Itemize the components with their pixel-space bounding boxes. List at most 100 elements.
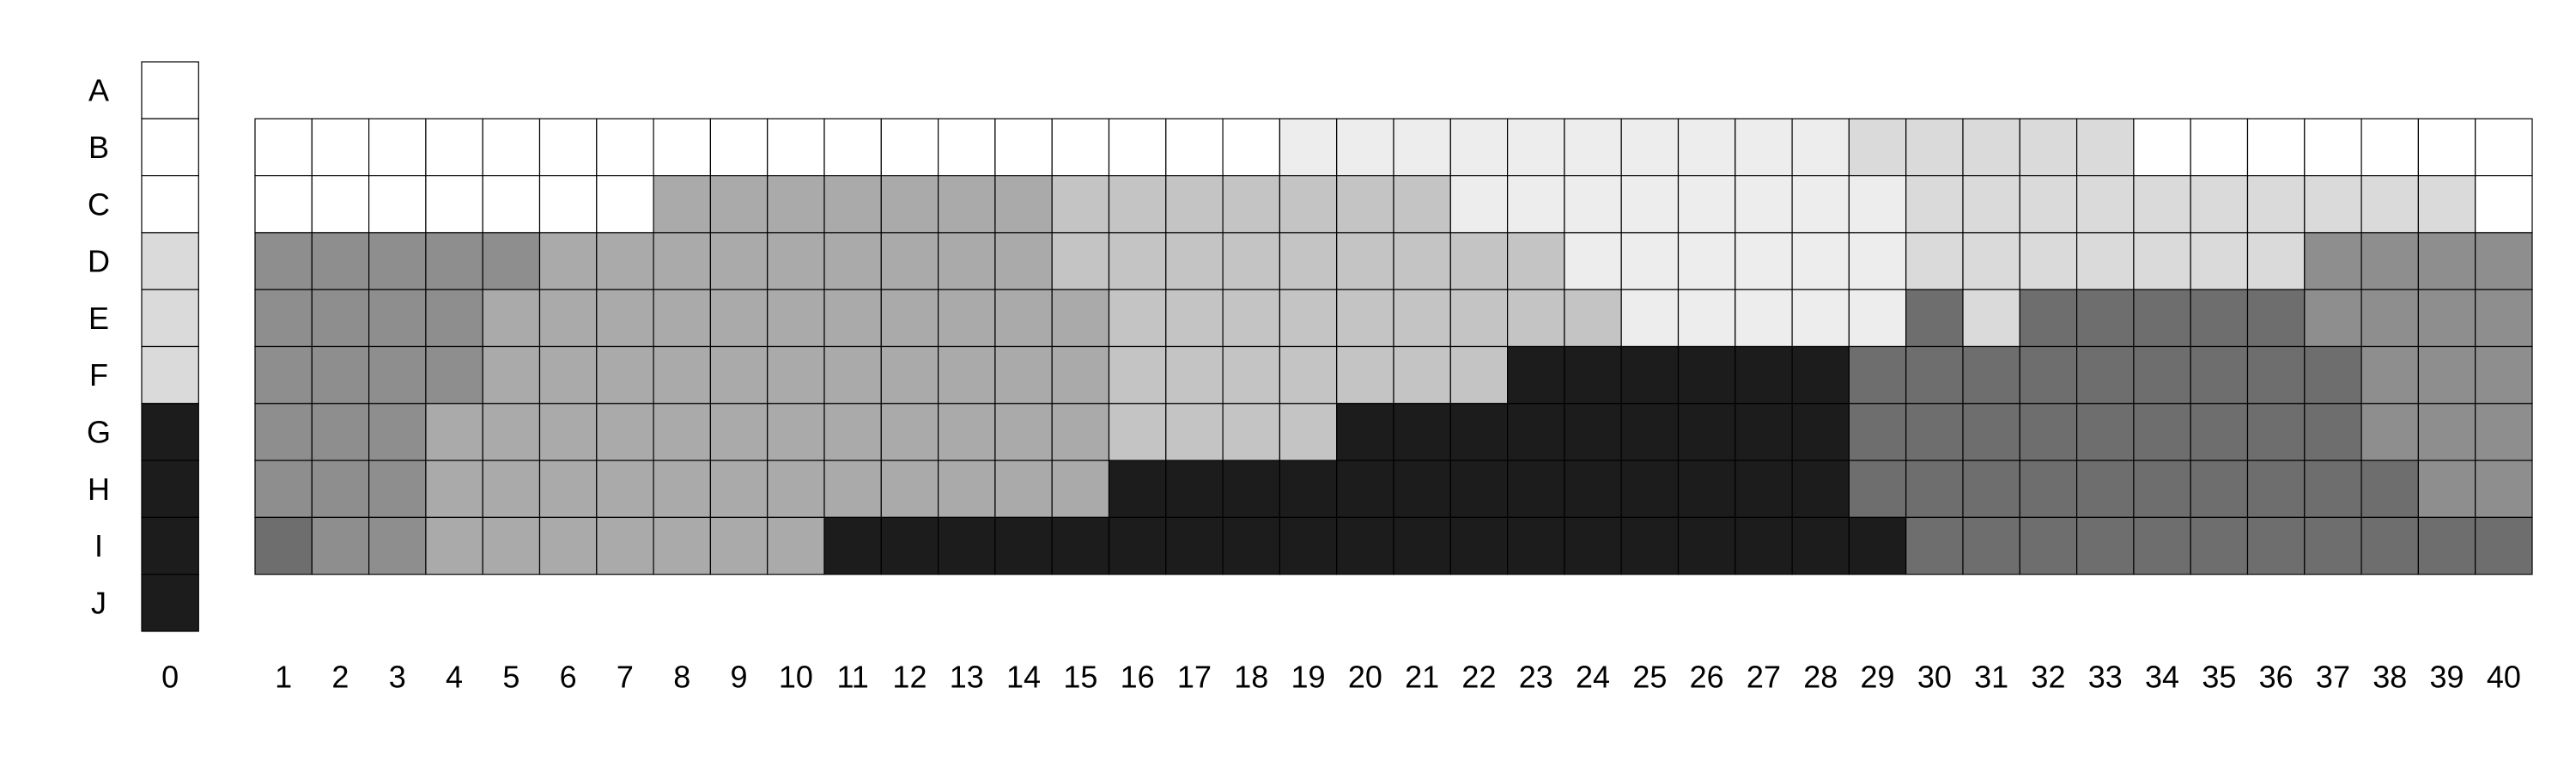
heatmap-cell-g-12 <box>880 403 939 461</box>
heatmap-cell-c-30 <box>1905 175 1964 234</box>
heatmap-cell-b-21 <box>1393 118 1451 177</box>
heatmap-cell-b-8 <box>653 118 711 177</box>
heatmap-cell-c-4 <box>425 175 483 234</box>
heatmap-cell-h-30 <box>1905 460 1964 518</box>
heatmap-cell-g-37 <box>2304 403 2362 461</box>
heatmap-cell-d-30 <box>1905 232 1964 290</box>
heatmap-cell-d-25 <box>1620 232 1680 290</box>
heatmap-cell-i-15 <box>1051 516 1110 575</box>
heatmap-cell-d-6 <box>538 232 598 290</box>
heatmap-cell-i-7 <box>596 516 654 575</box>
heatmap-cell-i-20 <box>1336 516 1394 575</box>
row-label-c: C <box>88 186 110 222</box>
heatmap-cell-h-13 <box>937 460 996 518</box>
heatmap-cell-h-38 <box>2360 460 2420 518</box>
heatmap-cell-d-24 <box>1564 232 1622 290</box>
heatmap-cell-b-13 <box>937 118 996 177</box>
heatmap-cell-e-18 <box>1222 289 1280 348</box>
heatmap-cell-i-12 <box>880 516 939 575</box>
heatmap-cell-i-19 <box>1279 516 1338 575</box>
heatmap-cell-g-29 <box>1848 403 1907 461</box>
column-label-6: 6 <box>560 660 577 695</box>
column-label-32: 32 <box>2031 660 2065 695</box>
heatmap-cell-f-34 <box>2133 345 2191 405</box>
heatmap-cell-h-39 <box>2417 460 2476 518</box>
heatmap-cell-e-17 <box>1165 289 1224 348</box>
legend-cell-h <box>141 460 199 518</box>
heatmap-cell-g-15 <box>1051 403 1110 461</box>
heatmap-cell-c-26 <box>1677 175 1736 234</box>
heatmap-cell-i-8 <box>653 516 711 575</box>
heatmap-cell-f-36 <box>2246 345 2306 405</box>
heatmap-cell-b-15 <box>1051 118 1110 177</box>
heatmap-cell-b-18 <box>1222 118 1280 177</box>
heatmap-cell-d-19 <box>1279 232 1338 290</box>
heatmap-cell-h-11 <box>823 460 882 518</box>
column-label-22: 22 <box>1461 660 1496 695</box>
heatmap-cell-i-38 <box>2360 516 2420 575</box>
heatmap-cell-c-36 <box>2246 175 2306 234</box>
heatmap-cell-c-39 <box>2417 175 2476 234</box>
column-label-8: 8 <box>673 660 690 695</box>
heatmap-cell-h-6 <box>538 460 598 518</box>
heatmap-cell-g-20 <box>1336 403 1394 461</box>
heatmap-cell-f-16 <box>1108 345 1167 405</box>
heatmap-cell-d-14 <box>994 232 1053 290</box>
heatmap-cell-g-7 <box>596 403 654 461</box>
heatmap-cell-b-37 <box>2304 118 2362 177</box>
heatmap-cell-c-22 <box>1449 175 1509 234</box>
heatmap-cell-i-21 <box>1393 516 1451 575</box>
heatmap-cell-h-12 <box>880 460 939 518</box>
heatmap-cell-c-29 <box>1848 175 1907 234</box>
heatmap-cell-f-1 <box>254 345 313 405</box>
heatmap-cell-d-29 <box>1848 232 1907 290</box>
heatmap-cell-d-4 <box>425 232 483 290</box>
column-labels: 0 1 2 3 4 5 6 7 8 9 10 11 12 13 14 15 16 17 18 19 20 21 22 23 24… <box>161 660 2521 695</box>
heatmap-cell-b-27 <box>1735 118 1793 177</box>
heatmap-cell-f-37 <box>2304 345 2362 405</box>
heatmap-cell-c-12 <box>880 175 939 234</box>
heatmap-cell-g-3 <box>368 403 427 461</box>
heatmap-cell-e-7 <box>596 289 654 348</box>
heatmap-cell-f-11 <box>823 345 882 405</box>
heatmap-cell-c-20 <box>1336 175 1394 234</box>
row-label-g: G <box>87 414 111 449</box>
heatmap-cell-i-31 <box>1962 516 2020 575</box>
heatmap-cell-h-35 <box>2190 460 2249 518</box>
column-label-13: 13 <box>950 660 984 695</box>
heatmap-cell-i-27 <box>1735 516 1793 575</box>
heatmap-cell-e-10 <box>767 289 825 348</box>
heatmap-cell-h-19 <box>1279 460 1338 518</box>
heatmap-cell-i-32 <box>2019 516 2078 575</box>
heatmap-cell-e-14 <box>994 289 1053 348</box>
heatmap-cell-b-26 <box>1677 118 1736 177</box>
heatmap-cell-g-34 <box>2133 403 2191 461</box>
heatmap-cell-g-18 <box>1222 403 1280 461</box>
heatmap-cell-e-34 <box>2133 289 2191 348</box>
heatmap-cell-i-18 <box>1222 516 1280 575</box>
heatmap-cell-h-23 <box>1506 460 1565 518</box>
heatmap-cell-i-40 <box>2475 516 2533 575</box>
heatmap-cell-g-26 <box>1677 403 1736 461</box>
heatmap-cell-d-15 <box>1051 232 1110 290</box>
heatmap-cell-e-39 <box>2417 289 2476 348</box>
column-label-24: 24 <box>1576 660 1610 695</box>
heatmap-cell-h-18 <box>1222 460 1280 518</box>
heatmap-cell-g-14 <box>994 403 1053 461</box>
heatmap-cell-i-2 <box>311 516 370 575</box>
column-label-25: 25 <box>1632 660 1667 695</box>
heatmap-cell-g-31 <box>1962 403 2020 461</box>
heatmap-cell-b-25 <box>1620 118 1680 177</box>
heatmap-cell-e-28 <box>1791 289 1850 348</box>
row-label-b: B <box>88 130 109 165</box>
heatmap-cell-i-28 <box>1791 516 1850 575</box>
heatmap-cell-f-13 <box>937 345 996 405</box>
heatmap-cell-f-29 <box>1848 345 1907 405</box>
heatmap-cell-i-35 <box>2190 516 2249 575</box>
heatmap-cell-h-4 <box>425 460 483 518</box>
legend-cell-c <box>141 175 199 234</box>
heatmap-cell-f-39 <box>2417 345 2476 405</box>
heatmap-cell-b-1 <box>254 118 313 177</box>
legend-cell-g <box>141 403 199 461</box>
heatmap-cell-b-24 <box>1564 118 1622 177</box>
